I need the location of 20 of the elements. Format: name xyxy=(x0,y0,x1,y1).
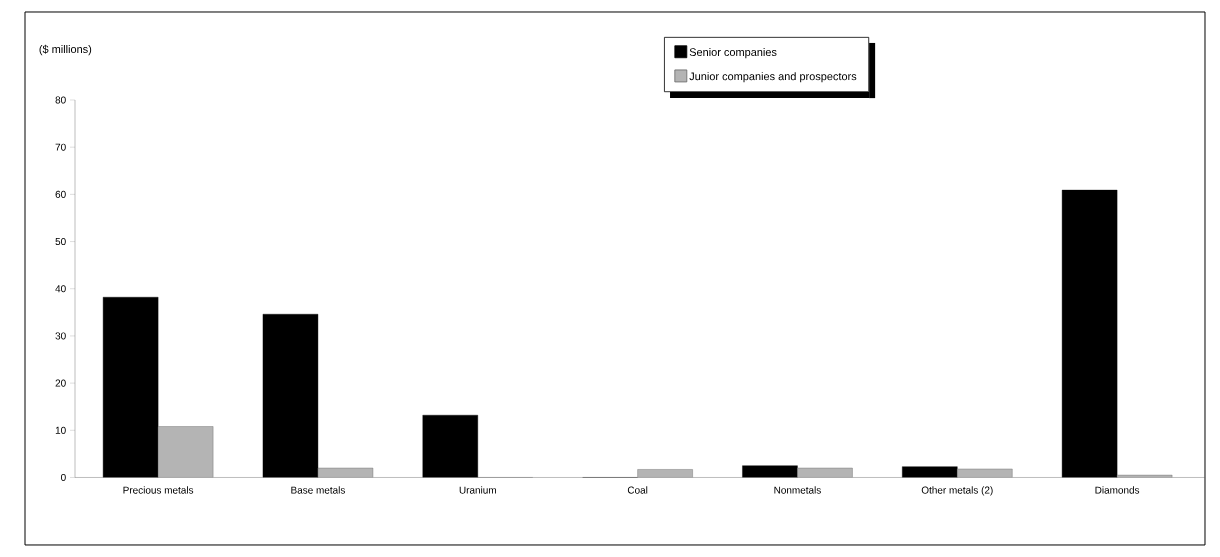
x-tick-label: Uranium xyxy=(459,486,496,494)
y-tick-label: 20 xyxy=(55,379,66,387)
bar xyxy=(157,426,214,478)
y-tick-label: 60 xyxy=(55,190,66,198)
x-tick-label: Diamonds xyxy=(1095,486,1140,494)
x-tick-label: Base metals xyxy=(291,486,345,494)
y-tick-label: 50 xyxy=(55,238,66,246)
y-tick-label: 80 xyxy=(55,96,66,104)
x-tick-label: Precious metals xyxy=(123,486,194,494)
legend-label: Junior companies and prospectors xyxy=(689,72,857,83)
y-axis-title: ($ millions) xyxy=(39,44,92,56)
y-tick-label: 0 xyxy=(61,473,66,482)
legend-label: Senior companies xyxy=(689,47,777,59)
y-tick-label: 40 xyxy=(55,285,66,293)
y-tick-label: 30 xyxy=(55,332,66,340)
x-tick-label: Nonmetals xyxy=(774,486,821,494)
x-tick-label: Other metals (2) xyxy=(921,486,993,496)
x-tick-label: Coal xyxy=(627,486,648,494)
y-tick-label: 70 xyxy=(55,143,66,151)
y-tick-label: 10 xyxy=(55,426,66,434)
